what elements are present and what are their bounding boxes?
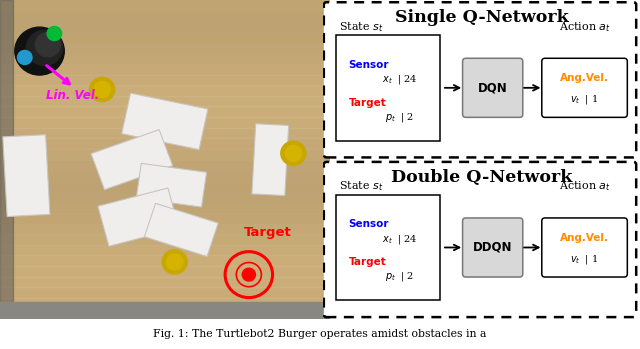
FancyBboxPatch shape bbox=[463, 58, 523, 117]
Bar bbox=[0, 245, 330, 255]
Bar bbox=[0, 75, 330, 85]
Circle shape bbox=[166, 254, 183, 270]
Text: $p_t$  | 2: $p_t$ | 2 bbox=[385, 270, 414, 283]
Text: $x_t$  | 24: $x_t$ | 24 bbox=[382, 232, 417, 246]
Bar bbox=[0, 0, 330, 10]
Bar bbox=[0, 160, 330, 170]
FancyBboxPatch shape bbox=[336, 195, 440, 300]
Bar bbox=[0, 170, 330, 181]
Circle shape bbox=[94, 81, 111, 97]
Polygon shape bbox=[3, 135, 50, 217]
FancyBboxPatch shape bbox=[542, 218, 627, 277]
Polygon shape bbox=[98, 188, 179, 246]
Text: Ang.Vel.: Ang.Vel. bbox=[560, 73, 609, 83]
Bar bbox=[0, 302, 330, 319]
Circle shape bbox=[17, 51, 32, 65]
Bar bbox=[0, 234, 330, 245]
Text: State $s_t$: State $s_t$ bbox=[339, 179, 383, 193]
Text: Target: Target bbox=[349, 98, 387, 107]
Bar bbox=[0, 53, 330, 64]
Circle shape bbox=[281, 141, 306, 165]
Bar bbox=[0, 192, 330, 202]
Text: Sensor: Sensor bbox=[349, 219, 389, 229]
FancyBboxPatch shape bbox=[463, 218, 523, 277]
FancyBboxPatch shape bbox=[324, 162, 636, 317]
Bar bbox=[0, 202, 330, 213]
Bar bbox=[0, 309, 330, 319]
Bar bbox=[0, 43, 330, 53]
Text: $v_t$  | 1: $v_t$ | 1 bbox=[570, 253, 598, 266]
Bar bbox=[0, 10, 330, 21]
Text: Fig. 1: The Turtlebot2 Burger operates amidst obstacles in a: Fig. 1: The Turtlebot2 Burger operates a… bbox=[154, 328, 486, 339]
Polygon shape bbox=[91, 129, 173, 190]
Text: Action $a_t$: Action $a_t$ bbox=[559, 179, 611, 193]
Bar bbox=[0, 64, 330, 75]
Polygon shape bbox=[252, 124, 289, 195]
Text: Target: Target bbox=[349, 257, 387, 267]
Bar bbox=[0, 288, 330, 298]
Polygon shape bbox=[145, 203, 218, 257]
Text: $v_t$  | 1: $v_t$ | 1 bbox=[570, 93, 598, 106]
Text: Sensor: Sensor bbox=[349, 60, 389, 70]
Text: Target: Target bbox=[244, 226, 292, 239]
Circle shape bbox=[243, 268, 255, 281]
Bar bbox=[0, 255, 330, 266]
Circle shape bbox=[15, 27, 64, 75]
Bar bbox=[0, 298, 330, 309]
Bar bbox=[0, 181, 330, 192]
Bar bbox=[0, 117, 330, 128]
Bar bbox=[0, 139, 330, 149]
Text: Ang.Vel.: Ang.Vel. bbox=[560, 233, 609, 243]
Text: DDQN: DDQN bbox=[473, 241, 513, 254]
Bar bbox=[0, 128, 330, 139]
Bar bbox=[0, 85, 330, 96]
Circle shape bbox=[26, 30, 63, 66]
Text: State $s_t$: State $s_t$ bbox=[339, 20, 383, 34]
FancyBboxPatch shape bbox=[542, 58, 627, 117]
Bar bbox=[0, 149, 330, 160]
Text: $x_t$  | 24: $x_t$ | 24 bbox=[382, 73, 417, 86]
Bar bbox=[0, 96, 330, 106]
Circle shape bbox=[35, 32, 60, 57]
Bar bbox=[0, 277, 330, 288]
Bar bbox=[0, 32, 330, 43]
Text: Single Q-Network: Single Q-Network bbox=[395, 9, 568, 26]
Circle shape bbox=[90, 77, 115, 102]
Circle shape bbox=[162, 250, 188, 274]
Bar bbox=[0, 21, 330, 32]
Bar bbox=[0, 0, 13, 319]
Bar bbox=[0, 106, 330, 117]
Bar bbox=[0, 213, 330, 224]
Bar bbox=[0, 266, 330, 277]
FancyBboxPatch shape bbox=[336, 35, 440, 141]
FancyBboxPatch shape bbox=[324, 2, 636, 157]
Text: Double Q-Network: Double Q-Network bbox=[391, 169, 572, 186]
Circle shape bbox=[285, 145, 301, 161]
Polygon shape bbox=[136, 163, 207, 207]
Text: Action $a_t$: Action $a_t$ bbox=[559, 20, 611, 34]
Bar bbox=[0, 224, 330, 234]
Circle shape bbox=[47, 27, 61, 40]
Text: Lin. Vel.: Lin. Vel. bbox=[46, 89, 99, 102]
Text: $p_t$  | 2: $p_t$ | 2 bbox=[385, 111, 414, 124]
Text: DQN: DQN bbox=[478, 81, 508, 94]
Polygon shape bbox=[122, 93, 208, 150]
